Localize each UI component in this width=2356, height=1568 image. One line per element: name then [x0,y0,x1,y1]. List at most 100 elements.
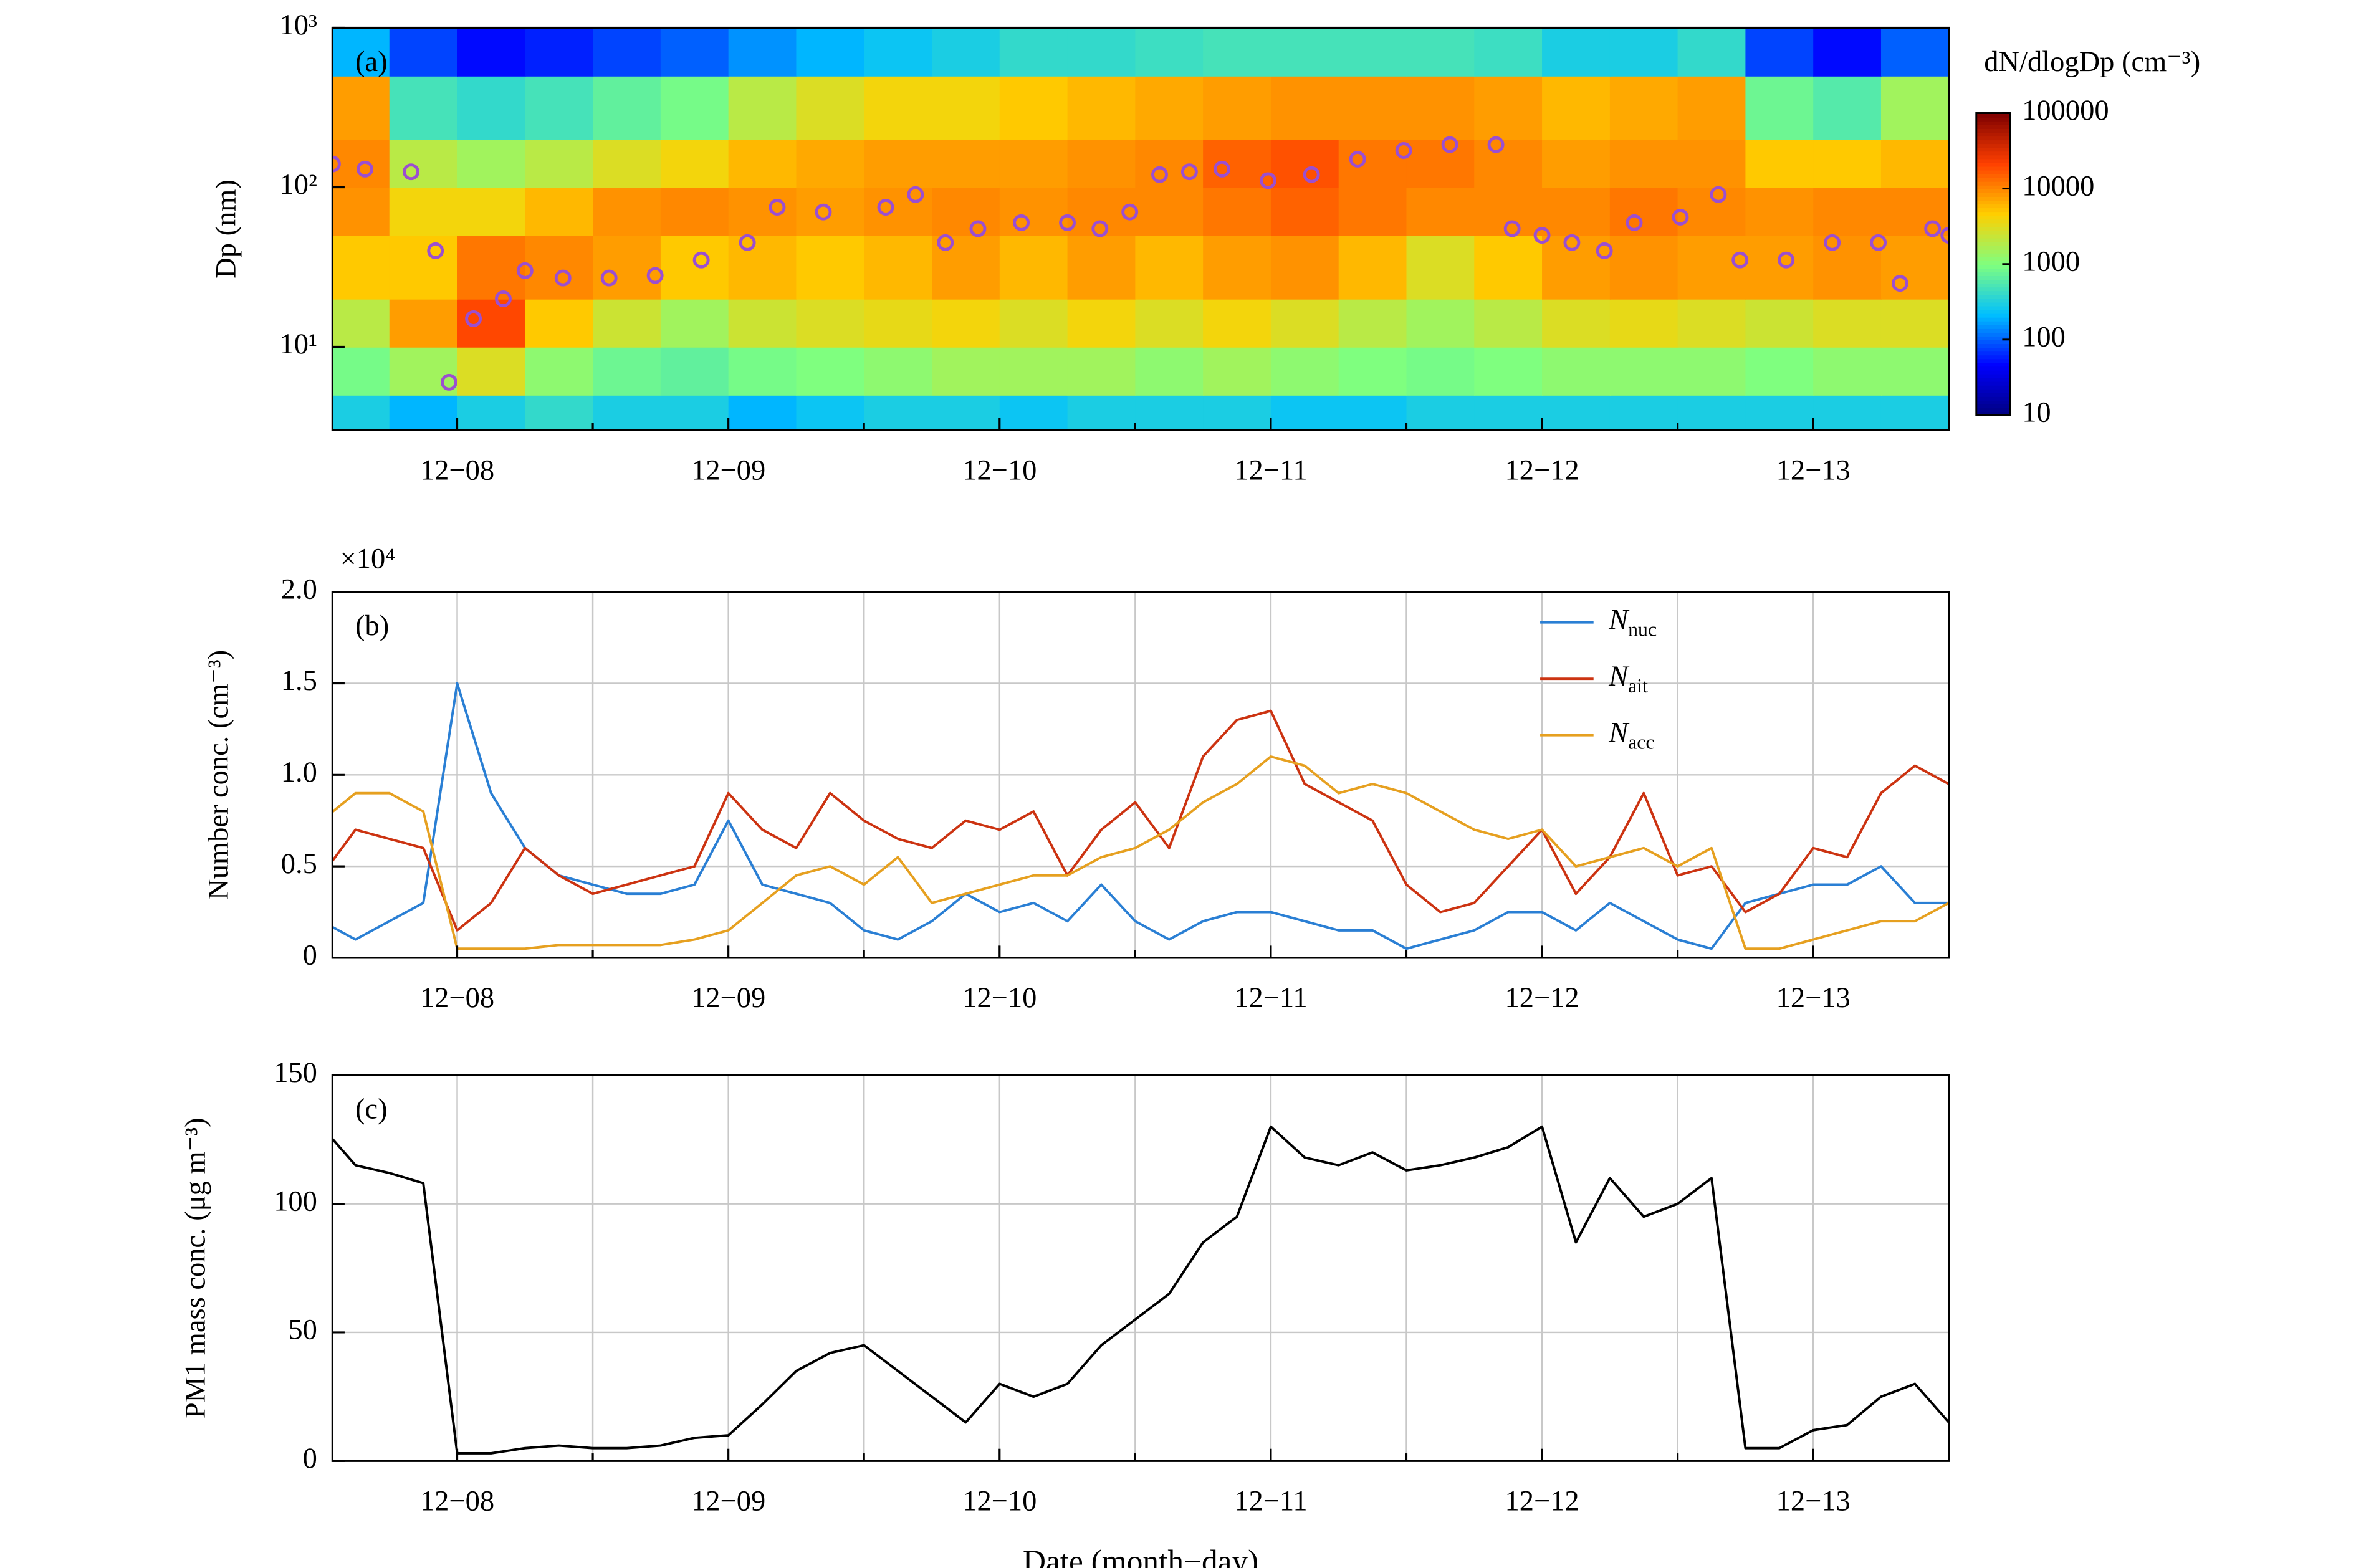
heatmap-cell [796,299,865,348]
heatmap-cell [864,75,933,140]
heatmap-cell [1135,27,1204,77]
heatmap-cell [1542,139,1611,188]
heatmap-cell [1067,139,1136,188]
heatmap-cell [593,394,662,431]
heatmap-cell [332,235,390,300]
panel-label: (c) [355,1094,388,1126]
mode-diameter-point [465,310,482,327]
colorbar-step [1976,411,2010,416]
colorbar-step [1976,282,2010,288]
mode-diameter-point [1303,166,1320,183]
heatmap-cell [1203,394,1272,431]
colorbar-step [1976,199,2010,205]
heatmap-cell [457,187,526,236]
x-tick-label: 12−10 [962,455,1037,487]
heatmap-cell [332,394,390,431]
heatmap-cell [1338,299,1407,348]
heatmap-cell [864,394,933,431]
heatmap-cell [999,139,1068,188]
colorbar-step [1976,385,2010,390]
heatmap-cell [1203,27,1272,77]
heatmap-cell [1745,139,1814,188]
mode-diameter-point [495,290,512,307]
heatmap-cell [1677,235,1746,300]
colorbar-step [1976,166,2010,171]
legend-label: Nait [1608,661,1648,697]
heatmap-cell [1542,27,1611,77]
heatmap-cell [332,347,390,396]
heatmap-cell [1203,75,1272,140]
heatmap-cell [1677,394,1746,431]
heatmap-cell [1880,139,1949,188]
heatmap-cell [1542,299,1611,348]
heatmap-cell [796,394,865,431]
colorbar-step [1976,279,2010,284]
heatmap-cell [1542,187,1611,236]
series-line [332,1125,1949,1455]
colorbar-tick-label: 100 [2022,321,2066,353]
colorbar-step [1976,260,2010,265]
mode-diameter-point [1710,186,1727,203]
heatmap-cell [1406,299,1475,348]
x-tick-label: 12−13 [1776,1485,1851,1517]
mode-diameter-point [403,163,420,181]
heatmap-cell [593,187,662,236]
panel-label: (b) [355,610,389,642]
heatmap-cell [1406,139,1475,188]
heatmap-cell [1745,75,1814,140]
heatmap-cell [1338,235,1407,300]
heatmap-cell [1542,394,1611,431]
heatmap-cell [1745,235,1814,300]
colorbar-step [1976,234,2010,239]
heatmap-cell [1203,187,1272,236]
heatmap-cell [1880,75,1949,140]
heatmap-cell [593,347,662,396]
colorbar-step [1976,370,2010,375]
colorbar-step [1976,290,2010,295]
x-tick-label: 12−11 [1234,982,1307,1014]
heatmap-cell [525,27,594,77]
colorbar-step [1976,184,2010,189]
colorbar-step [1976,332,2010,337]
x-tick-label: 12−08 [420,982,494,1014]
plot-area [332,682,1949,950]
heatmap-cell [1474,75,1543,140]
heatmap-cell [593,75,662,140]
mode-diameter-point [1214,160,1231,178]
mode-diameter-point [1059,214,1076,231]
heatmap-cell [660,394,729,431]
heatmap-cell [525,394,594,431]
mode-diameter-point [1487,136,1505,153]
colorbar-step [1976,343,2010,348]
heatmap-cell [1880,235,1949,300]
heatmap-cell [389,75,458,140]
heatmap-cell [389,139,458,188]
heatmap-cell [660,235,729,300]
colorbar-step [1976,377,2010,382]
colorbar-step [1976,237,2010,242]
heatmap-cell [525,299,594,348]
x-tick-label: 12−12 [1505,1485,1579,1517]
colorbar-step [1976,139,2010,145]
heatmap-cell [1338,27,1407,77]
heatmap-cell [999,187,1068,236]
heatmap-cell [389,394,458,431]
heatmap-cell [864,139,933,188]
mode-diameter-point [1626,214,1643,231]
heatmap-cell [932,299,1001,348]
colorbar-step [1976,170,2010,174]
colorbar-step [1976,298,2010,303]
heatmap-cell [457,235,526,300]
heatmap-cell [1474,394,1543,431]
heatmap-cell [1609,235,1678,300]
colorbar-step [1976,320,2010,325]
colorbar-step [1976,207,2010,213]
y-axis-label: PM1 mass conc. (μg m⁻³) [180,1117,212,1418]
heatmap-cell [932,394,1001,431]
heatmap-cell [728,187,797,236]
heatmap-cell [796,27,865,77]
heatmap-cell [457,347,526,396]
heatmap-cell [1338,139,1407,188]
colorbar-step [1976,155,2010,160]
heatmap-cell [525,235,594,300]
